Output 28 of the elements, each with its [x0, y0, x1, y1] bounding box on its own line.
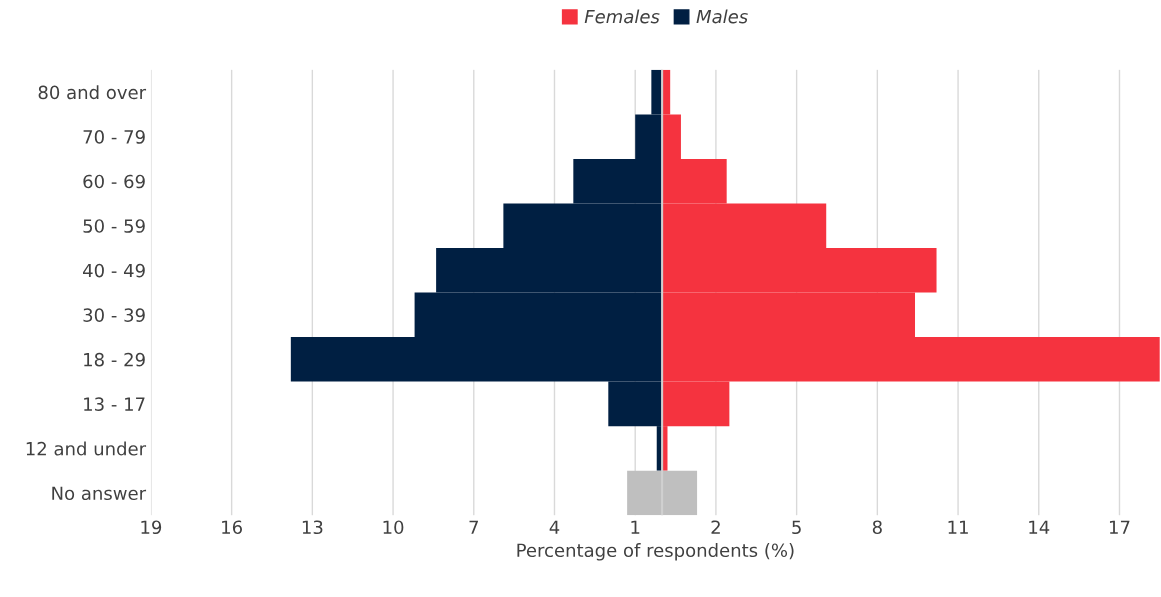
x-tick-label: 19 — [141, 520, 162, 535]
y-tick-label: 60 - 69 — [83, 174, 145, 189]
x-tick-label: 16 — [222, 520, 242, 535]
x-axis-title: Percentage of respondents (%) — [517, 543, 794, 561]
y-tick-label: 30 - 39 — [83, 308, 145, 322]
y-tick-label: No answer — [52, 486, 147, 501]
x-tick-label: 8 — [872, 520, 882, 535]
x-tick-label: 11 — [948, 520, 968, 534]
x-tick-label: 14 — [1029, 520, 1050, 534]
x-tick-label: 2 — [711, 520, 720, 534]
x-tick-label: 13 — [302, 520, 323, 535]
y-tick-label: 50 - 59 — [83, 219, 145, 233]
legend-label: Females — [584, 9, 660, 24]
x-tick-label: 7 — [469, 520, 478, 534]
bar — [662, 470, 698, 516]
x-tick-label: 1 — [631, 520, 640, 534]
bar — [627, 470, 663, 516]
x-tick-label: 4 — [549, 520, 560, 534]
legend-label: Males — [696, 9, 748, 24]
y-tick-label: 40 - 49 — [83, 263, 145, 278]
y-tick-label: 12 and under — [26, 441, 147, 456]
x-tick-label: 17 — [1109, 520, 1130, 534]
x-tick-label: 5 — [792, 520, 801, 535]
y-tick-label: 13 - 17 — [84, 397, 145, 411]
y-tick-label: 70 - 79 — [83, 130, 145, 144]
x-tick-label: 10 — [383, 520, 404, 535]
y-tick-label: 80 and over — [38, 85, 147, 100]
y-tick-label: 18 - 29 — [84, 352, 145, 367]
